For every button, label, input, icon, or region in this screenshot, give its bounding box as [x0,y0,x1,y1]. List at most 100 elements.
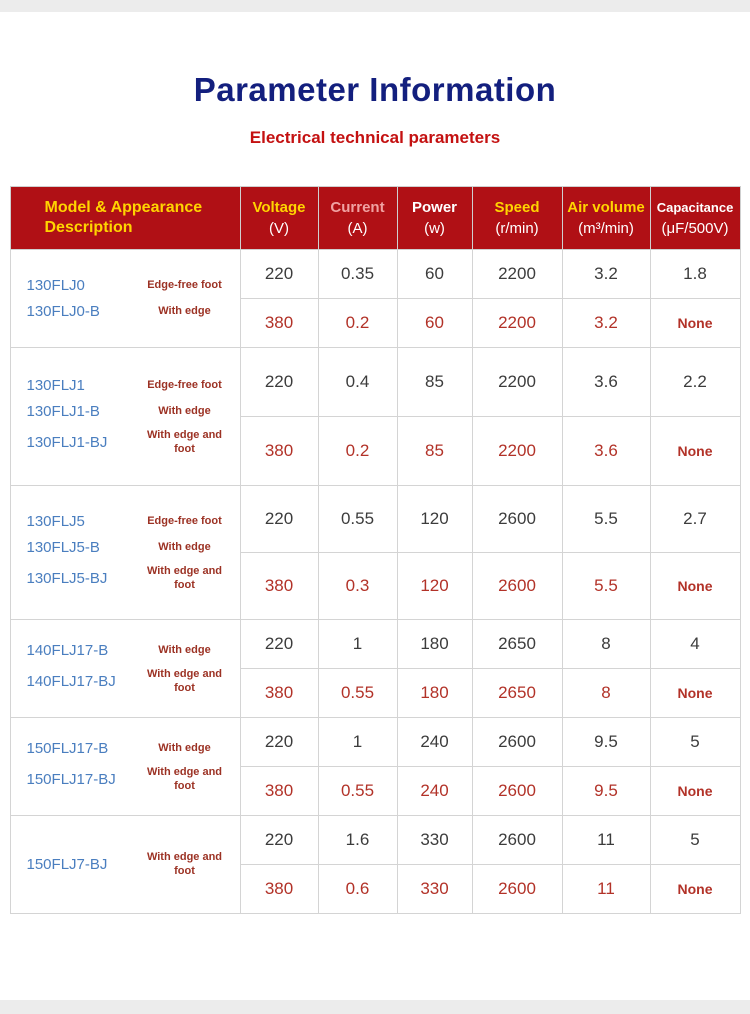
model-name: 130FLJ5-BJ [26,570,108,587]
model-name: 130FLJ1 [26,377,85,395]
model-line: 130FLJ5-B With edge [27,539,232,556]
column-header: Voltage (V) [239,186,319,250]
table-header: Model & Appearance Description Voltage (V) C… [9,186,741,250]
model-line: 150FLJ17-BJ With edge and foot [27,766,232,792]
voltage-cell: 220 [239,717,319,767]
table-row: 130FLJ5 Edge-free foot 130FLJ5-B With edge 1… [9,485,741,620]
column-header: Speed (r/min) [471,186,563,250]
current-cell: 0.55 [317,668,398,718]
air-volume-cell: 3.2 [561,298,651,348]
column-header: Model & Appearance Description [9,186,241,250]
power-cell: 85 [396,416,473,486]
column-header: Capacitance (μF/500V) [649,186,741,250]
table-row: 380 0.2 85 2200 3.6 None [10,416,741,486]
capacitance-cell: None [649,864,741,914]
model-description: With edge and foot [146,668,223,694]
model-name: 130FLJ5-B [26,539,100,557]
table-row: 140FLJ17-B With edge 140FLJ17-BJ With edge … [9,619,741,718]
model-name: 130FLJ0-B [26,303,100,320]
voltage-cell: 380 [239,668,319,718]
model-name: 150FLJ17-BJ [26,771,116,788]
voltage-cell: 380 [239,552,319,620]
capacitance-cell: 5 [649,815,741,865]
model-name: 130FLJ0 [26,277,85,294]
model-line: 130FLJ1-B With edge [27,403,232,420]
model-name: 140FLJ17-BJ [26,673,116,690]
model-name: 130FLJ1-BJ [26,434,108,451]
current-cell: 1.6 [317,815,398,865]
model-description: With edge [158,304,211,317]
capacitance-cell: 2.7 [649,485,741,553]
model-line: 140FLJ17-B With edge [27,642,232,659]
power-cell: 240 [396,717,473,767]
air-volume-cell: 9.5 [561,717,651,767]
model-name: 150FLJ17-B [26,740,109,758]
voltage-cell: 220 [239,619,319,669]
air-volume-cell: 3.6 [561,416,651,486]
capacitance-cell: None [649,552,741,620]
top-margin-strip [0,0,750,12]
capacitance-cell: 1.8 [649,249,741,299]
current-cell: 0.6 [317,864,398,914]
model-line: 150FLJ7-BJ With edge and foot [27,851,232,877]
model-line: 130FLJ5 Edge-free foot [27,513,232,530]
voltage-cell: 220 [239,815,319,865]
current-cell: 0.2 [317,416,398,486]
speed-cell: 2200 [471,249,563,299]
power-cell: 330 [396,864,473,914]
voltage-cell: 220 [239,347,319,417]
voltage-cell: 380 [239,766,319,816]
model-description: With edge and foot [146,851,223,877]
power-cell: 240 [396,766,473,816]
current-cell: 0.35 [317,249,398,299]
column-header: Power (w) [396,186,473,250]
page-title: Parameter Information [193,71,557,108]
model-name: 130FLJ1-B [26,403,100,421]
model-description: With edge and foot [146,565,223,591]
power-cell: 180 [396,619,473,669]
model-line: 130FLJ0 Edge-free foot [27,277,232,294]
capacitance-cell: 2.2 [649,347,741,417]
model-cell: 130FLJ0 Edge-free foot 130FLJ0-B With edge [9,249,241,348]
power-cell: 180 [396,668,473,718]
column-header: Current (A) [317,186,398,250]
air-volume-cell: 5.5 [561,552,651,620]
table-row: 380 0.55 180 2650 8 None [10,668,741,718]
current-cell: 0.4 [317,347,398,417]
table-row: 130FLJ0 Edge-free foot 130FLJ0-B With edge 2… [9,249,741,348]
model-line: 130FLJ5-BJ With edge and foot [27,565,232,591]
speed-cell: 2600 [471,717,563,767]
speed-cell: 2200 [471,298,563,348]
model-line: 150FLJ17-B With edge [27,740,232,757]
speed-cell: 2650 [471,668,563,718]
speed-cell: 2200 [471,416,563,486]
power-cell: 120 [396,485,473,553]
table-row: 380 0.6 330 2600 11 None [10,864,741,914]
model-description: With edge [158,742,211,755]
voltage-cell: 380 [239,864,319,914]
model-cell: 150FLJ7-BJ With edge and foot [9,815,241,914]
voltage-cell: 220 [239,485,319,553]
air-volume-cell: 5.5 [561,485,651,553]
model-description: Edge-free foot [147,379,222,392]
model-description: With edge [158,644,211,657]
table-row: 130FLJ1 Edge-free foot 130FLJ1-B With edge 1… [9,347,741,486]
model-cell: 140FLJ17-B With edge 140FLJ17-BJ With edge … [9,619,241,718]
air-volume-cell: 8 [561,619,651,669]
model-description: Edge-free foot [147,278,222,291]
speed-cell: 2600 [471,864,563,914]
current-cell: 0.55 [317,485,398,553]
air-volume-cell: 8 [561,668,651,718]
table-row: 150FLJ17-B With edge 150FLJ17-BJ With edge … [9,717,741,816]
air-volume-cell: 11 [561,815,651,865]
model-description: With edge [158,405,211,418]
speed-cell: 2600 [471,552,563,620]
model-cell: 130FLJ1 Edge-free foot 130FLJ1-B With edge 1… [9,347,241,486]
capacitance-cell: None [649,416,741,486]
model-line: 130FLJ0-B With edge [27,303,232,320]
table-row: 380 0.3 120 2600 5.5 None [10,552,741,620]
speed-cell: 2650 [471,619,563,669]
air-volume-cell: 9.5 [561,766,651,816]
model-name: 150FLJ7-BJ [26,856,108,873]
table-row: 380 0.55 240 2600 9.5 None [10,766,741,816]
